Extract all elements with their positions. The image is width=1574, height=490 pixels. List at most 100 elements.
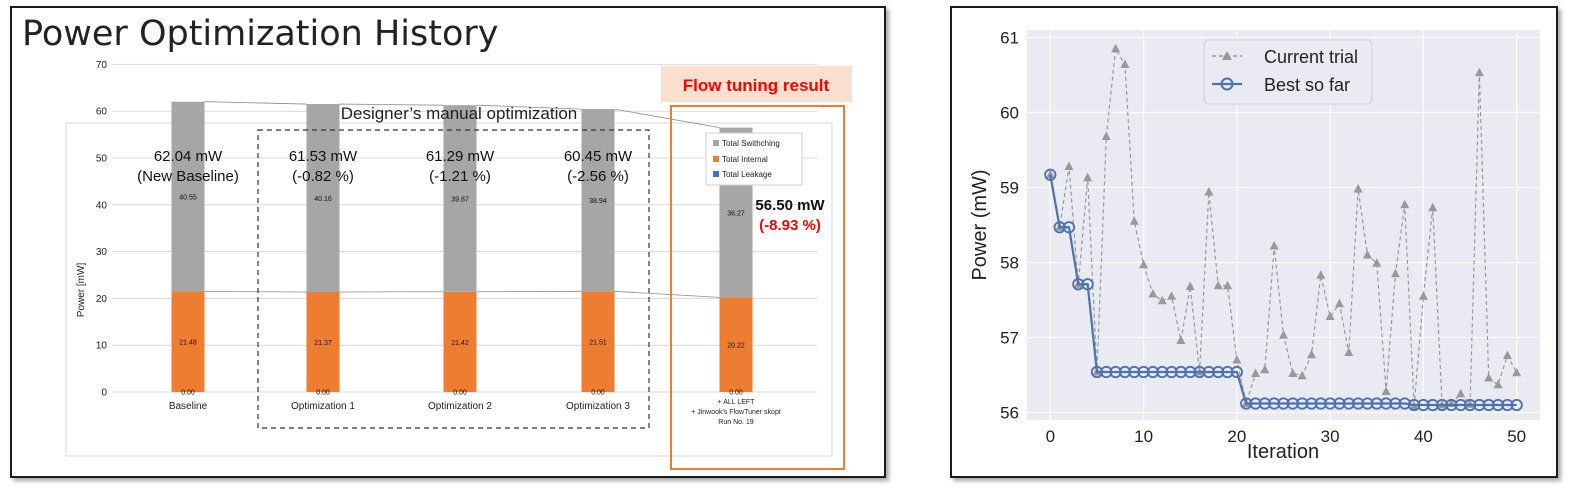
best-so-far-point xyxy=(1100,365,1113,379)
bar-switching xyxy=(443,105,477,292)
x-tick-label: Baseline xyxy=(169,401,208,412)
bar-switching xyxy=(581,109,615,292)
slide-title: Power Optimization History xyxy=(22,14,499,54)
best-so-far-point xyxy=(1426,398,1439,412)
current-trial-point xyxy=(1232,355,1242,364)
y-tick-label: 40 xyxy=(96,200,108,211)
internal-connector xyxy=(614,290,720,298)
line-y-tick-label: 60 xyxy=(1000,104,1019,123)
best-so-far-point xyxy=(1361,397,1374,410)
current-trial-point xyxy=(1223,280,1233,290)
current-trial-point xyxy=(1400,199,1410,209)
best-so-far-point xyxy=(1491,398,1505,412)
best-so-far-point xyxy=(1473,398,1486,412)
current-trial-point xyxy=(1279,330,1288,339)
x-tick-label: Optimization 3 xyxy=(566,401,630,412)
line-x-tick-labels: 0 10 20 30 40 50 xyxy=(1046,427,1527,446)
bar-internal-label: 21.48 xyxy=(179,340,197,347)
total-connector xyxy=(339,103,444,106)
best-so-far-point xyxy=(1221,365,1234,379)
bar-group: 21.48 40.55 0.00 xyxy=(171,101,205,397)
current-trial-point xyxy=(1344,347,1354,356)
best-so-far-point xyxy=(1128,365,1141,379)
line-x-tick-label: 30 xyxy=(1321,427,1340,446)
best-so-far-point xyxy=(1454,398,1467,412)
current-trial-point xyxy=(1334,298,1344,308)
current-trial-point xyxy=(1353,184,1363,193)
total-change-label: (-8.93 %) xyxy=(759,217,821,234)
best-so-far-point xyxy=(1463,398,1477,412)
best-so-far-line xyxy=(1049,174,1517,407)
best-so-far-point xyxy=(1324,397,1337,410)
current-trial-point xyxy=(1512,367,1522,377)
total-value-label: 61.53 mW xyxy=(289,148,358,165)
current-trial-point xyxy=(1288,368,1298,377)
total-connector xyxy=(476,104,582,110)
bar-group: 21.42 39.87 0.00 xyxy=(443,105,477,397)
bar-group: 21.51 38.94 0.00 xyxy=(581,109,615,397)
best-so-far-point xyxy=(1062,221,1076,234)
bar-internal-label: 21.51 xyxy=(589,340,607,347)
line-legend: Current trial Best so far xyxy=(1203,39,1373,105)
current-trial-point xyxy=(1502,350,1512,359)
line-x-tick-label: 10 xyxy=(1134,427,1153,446)
best-so-far-point xyxy=(1081,278,1094,291)
y-tick-label: 10 xyxy=(96,341,108,352)
line-y-tick-label: 61 xyxy=(1000,29,1019,48)
bar-switching-label: 39.87 xyxy=(451,196,469,203)
best-so-far-point xyxy=(1370,397,1383,410)
current-trial-point xyxy=(1204,187,1214,196)
best-so-far-point xyxy=(1510,398,1523,412)
best-so-far-point xyxy=(1417,398,1430,412)
best-so-far-point xyxy=(1165,365,1178,379)
best-so-far-point xyxy=(1482,398,1495,412)
bar-leakage-label: 0.00 xyxy=(729,390,743,397)
bar-internal xyxy=(171,291,205,392)
best-so-far-point xyxy=(1109,365,1122,379)
line-x-tick-label: 0 xyxy=(1046,427,1055,446)
best-so-far-point xyxy=(1044,168,1057,181)
line-legend-frame xyxy=(1203,39,1373,105)
power-iteration-line-chart: 56 57 58 59 60 61 0 10 20 30 40 50 Iteration Power… xyxy=(969,29,1540,463)
best-so-far-point xyxy=(1379,397,1393,410)
bar-switching xyxy=(171,101,205,292)
bar-internal xyxy=(306,291,340,392)
manual-optimization-label: Designer’s manual optimization xyxy=(341,104,578,123)
best-so-far-point xyxy=(1072,278,1085,291)
current-trial-point xyxy=(1362,250,1372,259)
best-so-far-point xyxy=(1435,398,1449,412)
legend-trial-marker xyxy=(1222,51,1232,60)
best-so-far-point xyxy=(1501,398,1514,412)
best-so-far-point xyxy=(1174,365,1187,379)
current-trial-point xyxy=(1120,59,1130,68)
current-trial-point xyxy=(1316,270,1326,279)
line-y-tick-labels: 56 57 58 59 60 61 xyxy=(1000,29,1019,423)
bar-leakage-label: 0.00 xyxy=(453,390,467,397)
best-so-far-point xyxy=(1230,365,1243,379)
best-so-far-point xyxy=(1305,397,1318,410)
y-tick-label: 60 xyxy=(96,107,108,118)
best-so-far-point xyxy=(1053,221,1066,234)
line-y-tick-label: 59 xyxy=(1000,179,1019,198)
y-tick-label: 20 xyxy=(96,294,108,305)
total-change-label: (-0.82 %) xyxy=(292,168,354,185)
y-axis-label: Power [mW] xyxy=(76,263,87,318)
bar-leakage-label: 0.00 xyxy=(181,390,195,397)
line-x-tick-label: 40 xyxy=(1414,427,1433,446)
current-trial-point xyxy=(1129,216,1139,225)
stacked-bar-chart: 21.48 40.55 0.00 21.37 40.16 0.00 21.42 39.87 0.… xyxy=(65,60,852,470)
best-so-far-point xyxy=(1118,365,1132,379)
bar-leakage-label: 0.00 xyxy=(591,390,605,397)
flow-tuning-label-bg xyxy=(661,66,852,102)
best-so-far-point xyxy=(1184,365,1197,379)
y-tick-label: 30 xyxy=(96,247,108,258)
legend-best-label: Best so far xyxy=(1264,75,1350,95)
connector-lines xyxy=(204,101,720,298)
internal-connector xyxy=(204,291,307,293)
bar-internal xyxy=(719,297,753,392)
best-so-far-point xyxy=(1268,397,1281,410)
current-trial-point xyxy=(1045,169,1055,179)
best-so-far-series xyxy=(1044,168,1523,412)
line-gridlines xyxy=(1027,30,1540,420)
current-trial-point xyxy=(1083,172,1093,182)
